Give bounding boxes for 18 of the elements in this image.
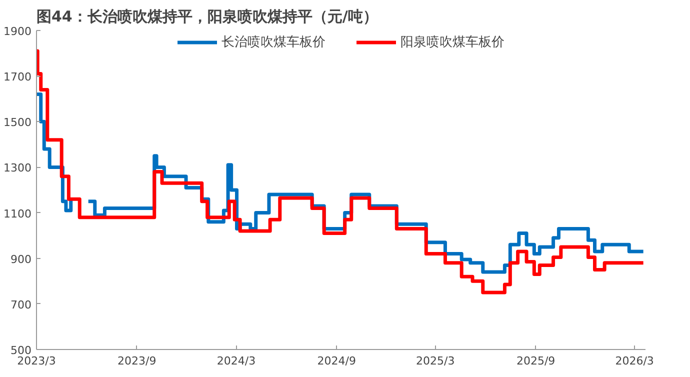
y-tick-label: 1300	[4, 162, 32, 175]
y-tick-label: 900	[10, 252, 32, 266]
x-tick-label: 2024/3	[216, 354, 256, 368]
x-tick-label: 2025/3	[416, 354, 455, 368]
chart-title: 图44：长治喷吹煤持平，阳泉喷吹煤持平（元/吨）	[36, 8, 378, 26]
legend-label: 长治喷吹煤车板价	[222, 34, 326, 51]
y-tick-label: 1500	[4, 116, 32, 130]
y-tick-label: 1100	[4, 207, 32, 220]
y-tick-label: 1900	[4, 25, 32, 38]
y-tick-label: 1700	[4, 70, 32, 84]
x-tick-label: 2024/9	[317, 354, 356, 368]
y-tick-label: 700	[10, 298, 32, 312]
x-tick-label: 2026/3	[615, 354, 654, 368]
legend-label: 阳泉喷吹煤车板价	[400, 34, 504, 51]
x-tick-label: 2025/9	[516, 354, 556, 368]
x-tick-label: 2023/9	[118, 354, 156, 368]
y-tick-label: 500	[10, 344, 32, 357]
x-tick-label: 2023/3	[17, 354, 56, 368]
